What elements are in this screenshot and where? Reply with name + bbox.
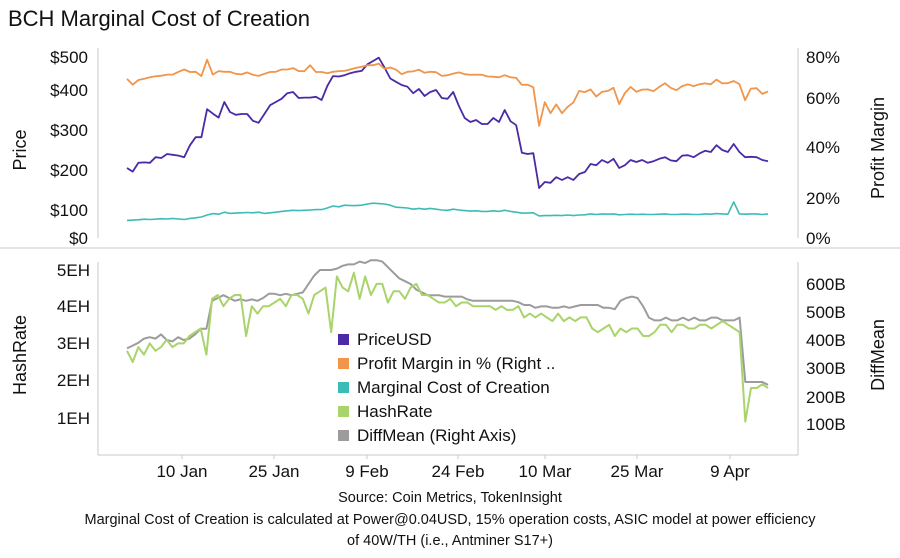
top-right-tick-label: 40% (806, 138, 840, 157)
marginal-cost-line (126, 201, 769, 222)
source-line-3: of 40W/TH (i.e., Antminer S17+) (347, 533, 553, 549)
top-right-axis-title: Profit Margin (868, 97, 888, 199)
legend-item-diffmean: DiffMean (Right Axis) (338, 426, 516, 445)
top-left-tick-label: $200 (50, 161, 88, 180)
top-right-tick-label: 60% (806, 89, 840, 108)
top-left-tick-label: $300 (50, 121, 88, 140)
legend-label: Profit Margin in % (Right .. (357, 354, 555, 373)
bottom-right-tick-label: 100B (806, 415, 846, 434)
bottom-left-axis-title: HashRate (10, 315, 30, 395)
bottom-left-tick-label: 2EH (57, 371, 90, 390)
source-line-2: Marginal Cost of Creation is calculated … (85, 512, 817, 528)
legend-item-hashrate: HashRate (338, 402, 433, 421)
source-line-1: Source: Coin Metrics, TokenInsight (338, 490, 562, 506)
x-tick-label: 25 Jan (248, 462, 299, 481)
legend-item-marginal-cost: Marginal Cost of Creation (338, 378, 550, 397)
legend-swatch (338, 334, 349, 345)
legend-label: Marginal Cost of Creation (357, 378, 550, 397)
chart-title: BCH Marginal Cost of Creation (8, 6, 310, 31)
legend-label: HashRate (357, 402, 433, 421)
top-left-tick-label: $100 (50, 201, 88, 220)
top-right-tick-label: 80% (806, 48, 840, 67)
x-tick-label: 10 Jan (156, 462, 207, 481)
bottom-right-tick-label: 200B (806, 388, 846, 407)
price-line (126, 56, 769, 189)
top-right-tick-label: 20% (806, 189, 840, 208)
bottom-right-tick-label: 500B (806, 303, 846, 322)
bottom-left-tick-label: 5EH (57, 261, 90, 280)
bottom-panel-lines (126, 259, 769, 423)
diffmean-line (126, 259, 769, 386)
x-tick-label: 25 Mar (611, 462, 664, 481)
bottom-left-tick-label: 3EH (57, 334, 90, 353)
x-tick-label: 10 Mar (519, 462, 572, 481)
bottom-panel-axes: 1EH 2EH 3EH 4EH 5EH 100B 200B 300B 400B 500B 600B H… (10, 261, 888, 481)
legend: PriceUSD Profit Margin in % (Right .. Marg… (338, 330, 555, 445)
bottom-right-tick-label: 300B (806, 359, 846, 378)
legend-swatch (338, 382, 349, 393)
bottom-right-tick-label: 400B (806, 331, 846, 350)
bottom-right-axis-title: DiffMean (868, 319, 888, 391)
x-tick-label: 24 Feb (432, 462, 485, 481)
profit-margin-line (126, 58, 769, 127)
legend-label: DiffMean (Right Axis) (357, 426, 516, 445)
top-left-axis-title: Price (10, 129, 30, 170)
legend-swatch (338, 430, 349, 441)
bottom-right-tick-label: 600B (806, 275, 846, 294)
legend-item-price: PriceUSD (338, 330, 432, 349)
x-tick-label: 9 Apr (710, 462, 750, 481)
legend-label: PriceUSD (357, 330, 432, 349)
top-left-tick-label: $0 (69, 229, 88, 248)
hashrate-line (126, 271, 769, 423)
legend-swatch (338, 358, 349, 369)
bottom-left-tick-label: 4EH (57, 297, 90, 316)
top-left-tick-label: $500 (50, 48, 88, 67)
top-right-tick-label: 0% (806, 229, 831, 248)
legend-swatch (338, 406, 349, 417)
bottom-left-tick-label: 1EH (57, 409, 90, 428)
top-panel-axes: $0 $100 $200 $300 $400 $500 0% 20% 40% 60% 80% Pric… (0, 48, 900, 249)
legend-item-profit-margin: Profit Margin in % (Right .. (338, 354, 555, 373)
x-tick-label: 9 Feb (345, 462, 388, 481)
top-left-tick-label: $400 (50, 81, 88, 100)
top-panel-lines (126, 56, 769, 222)
